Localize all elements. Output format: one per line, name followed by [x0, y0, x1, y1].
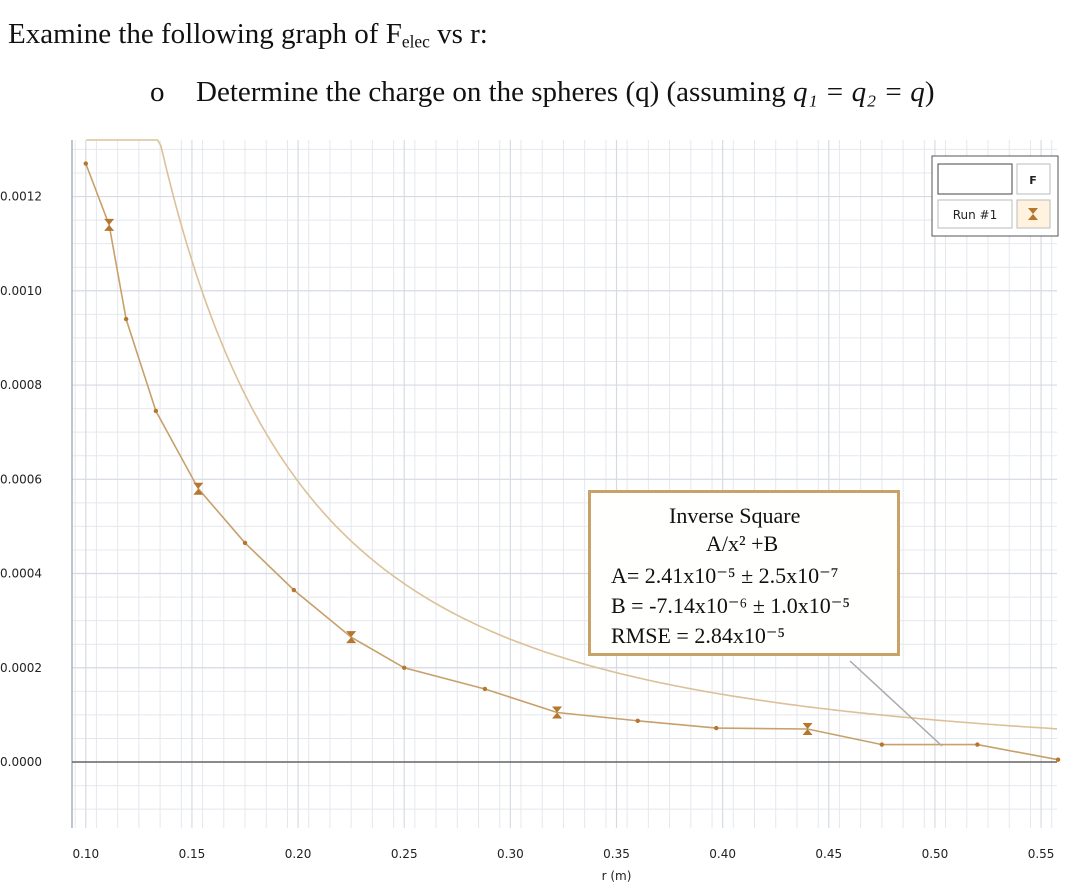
data-point [291, 587, 297, 593]
y-tick-label: 0.0006 [0, 472, 42, 486]
legend-run-label: Run #1 [953, 208, 998, 222]
question-subscript: elec [401, 31, 430, 52]
task-math: q₁ = q₂ = q [793, 76, 925, 108]
error-bar-marker [552, 706, 563, 719]
y-tick-label: 0.0004 [0, 567, 42, 581]
error-bar-marker [193, 482, 204, 495]
legend-marker-cell [1016, 199, 1051, 229]
task-tail: ) [924, 76, 935, 108]
error-bar-marker [104, 218, 115, 231]
x-axis-label: r (m) [602, 869, 632, 883]
data-point [153, 408, 159, 414]
data-point [402, 665, 407, 670]
fit-title: Inverse Square [669, 503, 801, 528]
tick-labels: 0.10 0.15 0.20 0.25 0.30 0.35 0.40 0.45 0.50 0.55… [0, 190, 1054, 883]
x-tick-label: 0.25 [391, 847, 418, 861]
data-point [1055, 757, 1061, 762]
series-line [85, 163, 1059, 761]
fit-equation: A/x² +B [706, 531, 779, 556]
chart-grid [72, 140, 1057, 828]
error-bar-marker [802, 723, 813, 736]
x-tick-label: 0.40 [709, 847, 736, 861]
x-tick-label: 0.50 [922, 847, 949, 861]
legend-header: F [1029, 174, 1037, 187]
bullet-icon: o [150, 76, 165, 108]
y-tick-label: 0.0012 [0, 190, 42, 204]
data-point [635, 718, 640, 723]
fit-a-value: A= 2.41x10⁻⁵ ± 2.5x10⁻⁷ [611, 563, 839, 588]
fit-curve [86, 139, 1058, 730]
fit-b-value: B = -7.14x10⁻⁶ ± 1.0x10⁻⁵ [611, 593, 851, 618]
curve-fit-box[interactable]: Inverse Square A/x² +B A= 2.41x10⁻⁵ ± 2.… [588, 490, 900, 656]
hourglass-marker-icon [1028, 208, 1038, 220]
force-vs-distance-chart: 0.10 0.15 0.20 0.25 0.30 0.35 0.40 0.45 0.50 0.55… [0, 139, 1061, 883]
task-text: Determine the charge on the spheres (q) … [196, 76, 793, 108]
data-point [975, 742, 980, 747]
legend-blank-cell[interactable] [937, 163, 1013, 195]
x-tick-label: 0.55 [1028, 847, 1055, 861]
legend-header-cell [1016, 163, 1051, 195]
data-point [123, 316, 129, 322]
data-point [714, 725, 719, 731]
legend: F Run #1 [931, 155, 1059, 237]
fit-curve-group [86, 139, 1058, 730]
data-point [879, 742, 885, 747]
y-tick-label: 0.0010 [0, 284, 42, 298]
question-text: Examine the following graph of F [8, 18, 402, 50]
data-point [482, 686, 488, 692]
question-line-2: o Determine the charge on the spheres (q)… [150, 76, 934, 109]
x-tick-label: 0.20 [285, 847, 312, 861]
data-point [242, 540, 248, 546]
data-point [83, 161, 88, 166]
chart-axes [71, 140, 1057, 828]
legend-run-cell[interactable] [937, 199, 1013, 229]
y-tick-label: 0.0002 [0, 661, 42, 675]
fit-box-pointer [849, 660, 943, 747]
x-tick-label: 0.30 [497, 847, 524, 861]
x-tick-label: 0.15 [179, 847, 206, 861]
y-tick-label: 0.0008 [0, 378, 42, 392]
y-tick-label: 0.0000 [0, 755, 42, 769]
x-tick-label: 0.10 [72, 847, 99, 861]
question-tail: vs r: [429, 18, 488, 50]
x-tick-label: 0.45 [815, 847, 842, 861]
fit-rmse-value: RMSE = 2.84x10⁻⁵ [611, 623, 786, 648]
x-tick-label: 0.35 [603, 847, 630, 861]
error-bar-marker [346, 631, 357, 644]
data-series-group [83, 161, 1061, 762]
question-line-1: Examine the following graph of Felec vs … [8, 18, 488, 52]
